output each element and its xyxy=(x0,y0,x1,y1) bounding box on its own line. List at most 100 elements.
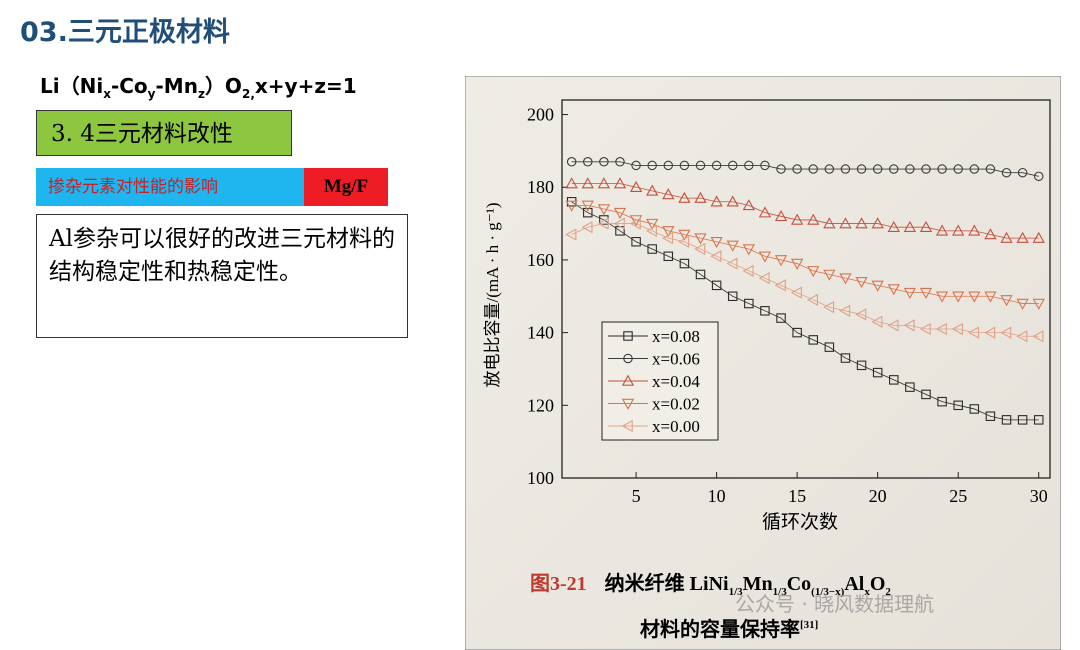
marker xyxy=(1016,231,1029,243)
marker xyxy=(565,228,577,241)
marker xyxy=(791,258,804,270)
marker xyxy=(727,291,738,302)
topic-box: 掺杂元素对性能的影响 xyxy=(36,168,304,206)
marker xyxy=(791,213,804,225)
marker xyxy=(621,398,635,410)
marker xyxy=(645,224,657,237)
marker xyxy=(840,164,851,174)
formula-part: x+y+z=1 xyxy=(254,74,357,98)
formula-part: Li（Ni xyxy=(40,74,104,98)
marker xyxy=(871,315,883,328)
marker xyxy=(710,237,723,249)
marker xyxy=(742,199,755,211)
marker xyxy=(1000,326,1012,339)
marker xyxy=(629,217,641,230)
legend-label: x=0.04 xyxy=(652,372,700,391)
y-tick-label: 200 xyxy=(527,105,554,125)
marker xyxy=(839,304,851,317)
marker xyxy=(808,164,818,174)
marker xyxy=(694,233,707,245)
caption-part: 图3-21 xyxy=(530,572,587,595)
legend-label: x=0.06 xyxy=(652,350,700,369)
marker xyxy=(662,226,675,238)
caption-part: Co xyxy=(787,573,811,595)
x-tick-label: 15 xyxy=(788,486,806,506)
marker xyxy=(1000,295,1013,307)
marker xyxy=(952,291,965,303)
series-line xyxy=(571,161,1039,177)
marker xyxy=(968,291,981,303)
marker xyxy=(823,301,835,314)
marker xyxy=(566,197,577,207)
marker xyxy=(678,235,690,248)
caption: 图3-21 纳米纤维 LiNi1/3Mn1/3Co(1/3−x)AlxO2 xyxy=(530,571,891,598)
marker xyxy=(694,191,707,203)
marker xyxy=(969,404,980,414)
y-tick-label: 140 xyxy=(527,323,554,343)
formula-sub: y xyxy=(147,87,156,101)
marker xyxy=(774,255,788,267)
marker xyxy=(694,242,706,256)
marker xyxy=(1001,167,1012,178)
marker xyxy=(662,188,675,200)
marker xyxy=(1033,415,1044,425)
marker xyxy=(758,206,772,218)
marker xyxy=(952,224,965,236)
marker xyxy=(710,195,723,207)
marker xyxy=(968,224,981,236)
marker xyxy=(887,319,899,332)
marker xyxy=(839,273,852,285)
marker xyxy=(1001,415,1012,425)
marker xyxy=(839,217,852,229)
paragraph: Al参杂可以很好的改进三元材料的结构稳定性和热稳定性。 xyxy=(36,214,408,338)
y-tick-label: 180 xyxy=(527,177,554,197)
marker xyxy=(565,200,578,212)
x-axis-label: 循环次数 xyxy=(762,511,838,533)
marker xyxy=(1016,298,1029,310)
marker xyxy=(629,215,643,227)
x-tick-label: 20 xyxy=(869,486,887,506)
marker xyxy=(871,217,884,229)
marker xyxy=(792,327,802,338)
formula-part: -Mn xyxy=(155,74,198,98)
marker xyxy=(621,374,635,386)
formula-sub: , xyxy=(250,87,255,101)
marker xyxy=(889,164,899,174)
x-tick-label: 25 xyxy=(949,486,967,506)
formula-sub: z xyxy=(197,87,205,101)
marker xyxy=(935,224,949,236)
marker xyxy=(855,308,867,321)
legend-label: x=0.00 xyxy=(652,417,700,436)
x-tick-label: 5 xyxy=(632,486,641,506)
marker xyxy=(695,269,706,280)
marker xyxy=(823,269,836,281)
marker xyxy=(1017,167,1028,178)
slide-title: 03.三元正极材料 xyxy=(20,17,230,48)
caption-sub: 1/3 xyxy=(773,586,788,598)
marker xyxy=(984,326,996,339)
formula-part: ）O xyxy=(204,74,242,98)
formula-sub: 2 xyxy=(241,87,251,101)
marker xyxy=(969,164,980,174)
marker xyxy=(856,164,867,174)
marker xyxy=(599,157,609,167)
marker xyxy=(953,400,963,411)
marker xyxy=(1032,330,1044,343)
marker xyxy=(760,160,770,171)
marker xyxy=(695,160,706,171)
marker xyxy=(855,276,868,289)
legend-label: x=0.08 xyxy=(652,327,700,346)
marker xyxy=(856,360,867,371)
marker xyxy=(808,335,818,345)
caption-sup: [31] xyxy=(800,619,818,631)
x-tick-label: 30 xyxy=(1030,486,1048,506)
marker xyxy=(807,266,820,278)
marker xyxy=(903,319,915,332)
marker xyxy=(663,251,674,262)
marker xyxy=(887,220,900,232)
marker xyxy=(823,217,836,229)
marker xyxy=(984,228,997,240)
caption-line2: 材料的容量保持率[31] xyxy=(640,617,818,641)
caption-part: Mn xyxy=(743,573,773,595)
marker xyxy=(1032,298,1045,310)
